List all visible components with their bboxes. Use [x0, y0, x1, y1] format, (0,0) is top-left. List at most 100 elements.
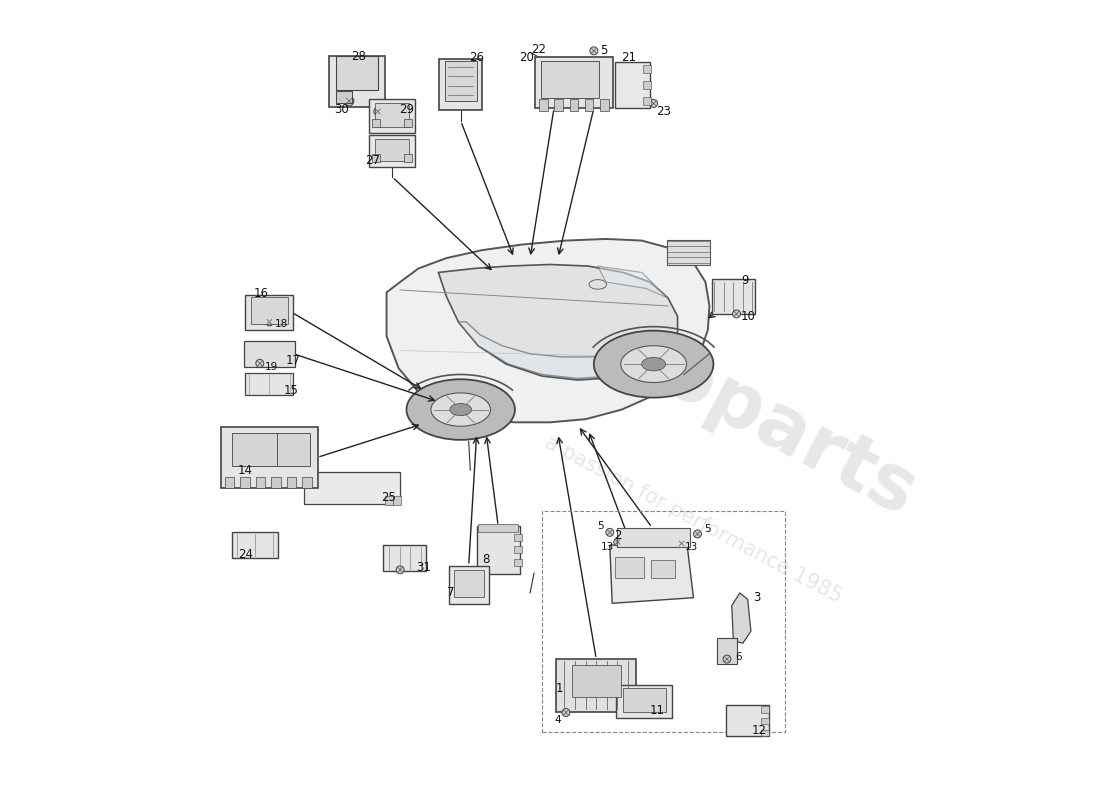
FancyBboxPatch shape	[305, 472, 400, 504]
Circle shape	[650, 99, 658, 107]
FancyBboxPatch shape	[557, 658, 636, 712]
Circle shape	[733, 310, 740, 318]
FancyBboxPatch shape	[761, 706, 769, 713]
Polygon shape	[732, 593, 751, 643]
FancyBboxPatch shape	[375, 102, 409, 126]
Text: 25: 25	[382, 490, 396, 504]
FancyBboxPatch shape	[644, 65, 651, 73]
Text: 22: 22	[531, 42, 547, 56]
FancyBboxPatch shape	[617, 527, 691, 546]
Text: 20: 20	[518, 50, 534, 64]
FancyBboxPatch shape	[668, 240, 711, 266]
Text: 19: 19	[264, 362, 277, 371]
FancyBboxPatch shape	[255, 478, 265, 489]
Ellipse shape	[431, 393, 491, 426]
FancyBboxPatch shape	[761, 730, 769, 737]
FancyBboxPatch shape	[585, 99, 593, 110]
FancyBboxPatch shape	[478, 523, 518, 531]
Text: 4: 4	[554, 715, 561, 726]
FancyBboxPatch shape	[712, 279, 755, 314]
FancyBboxPatch shape	[232, 532, 277, 558]
FancyBboxPatch shape	[372, 154, 381, 162]
FancyBboxPatch shape	[651, 560, 675, 578]
FancyBboxPatch shape	[240, 478, 250, 489]
FancyBboxPatch shape	[245, 373, 294, 395]
FancyBboxPatch shape	[616, 685, 672, 718]
FancyBboxPatch shape	[251, 297, 288, 324]
FancyBboxPatch shape	[245, 294, 294, 330]
Text: 7: 7	[447, 586, 454, 599]
Text: 27: 27	[365, 154, 381, 167]
Circle shape	[256, 359, 264, 367]
FancyBboxPatch shape	[644, 97, 651, 105]
Text: 16: 16	[254, 287, 268, 301]
FancyBboxPatch shape	[271, 478, 281, 489]
Text: 26: 26	[470, 50, 484, 64]
FancyBboxPatch shape	[572, 665, 621, 697]
Text: 14: 14	[238, 464, 253, 477]
FancyBboxPatch shape	[449, 566, 488, 604]
FancyBboxPatch shape	[716, 638, 737, 664]
FancyBboxPatch shape	[384, 545, 427, 570]
Polygon shape	[459, 322, 668, 378]
Text: 11: 11	[650, 705, 666, 718]
FancyBboxPatch shape	[644, 81, 651, 89]
Circle shape	[396, 566, 404, 574]
FancyBboxPatch shape	[514, 559, 522, 566]
FancyBboxPatch shape	[337, 90, 352, 103]
Text: 9: 9	[741, 274, 749, 287]
Circle shape	[590, 47, 597, 55]
Text: a passion for performance 1985: a passion for performance 1985	[541, 432, 846, 607]
FancyBboxPatch shape	[615, 62, 650, 108]
Text: 3: 3	[754, 591, 761, 604]
FancyBboxPatch shape	[370, 135, 415, 167]
FancyBboxPatch shape	[600, 99, 608, 110]
Circle shape	[723, 655, 732, 663]
Circle shape	[614, 538, 622, 546]
FancyBboxPatch shape	[224, 478, 234, 489]
Ellipse shape	[594, 330, 714, 398]
FancyBboxPatch shape	[761, 718, 769, 725]
Text: 24: 24	[238, 548, 253, 561]
Circle shape	[693, 530, 702, 538]
Polygon shape	[439, 265, 678, 380]
FancyBboxPatch shape	[244, 341, 295, 366]
Text: 5: 5	[597, 521, 604, 531]
FancyBboxPatch shape	[370, 99, 415, 133]
FancyBboxPatch shape	[372, 118, 381, 126]
Text: 18: 18	[275, 319, 288, 330]
FancyBboxPatch shape	[570, 99, 579, 110]
FancyBboxPatch shape	[623, 688, 666, 712]
Text: 5: 5	[704, 524, 711, 534]
FancyBboxPatch shape	[444, 61, 476, 101]
FancyBboxPatch shape	[615, 557, 645, 578]
FancyBboxPatch shape	[404, 154, 412, 162]
FancyBboxPatch shape	[394, 496, 400, 506]
Circle shape	[265, 318, 274, 326]
Polygon shape	[386, 239, 710, 422]
Text: 6: 6	[735, 652, 741, 662]
FancyBboxPatch shape	[375, 138, 409, 161]
FancyBboxPatch shape	[287, 478, 296, 489]
Circle shape	[344, 96, 354, 106]
Text: 17: 17	[286, 354, 300, 367]
Text: 31: 31	[417, 561, 431, 574]
Text: 15: 15	[284, 384, 298, 397]
Text: 1: 1	[556, 682, 563, 695]
FancyBboxPatch shape	[232, 433, 277, 466]
Text: 12: 12	[751, 724, 767, 738]
Text: europarts: europarts	[521, 268, 930, 532]
Text: 10: 10	[740, 310, 755, 322]
FancyBboxPatch shape	[726, 705, 769, 737]
FancyBboxPatch shape	[404, 118, 412, 126]
FancyBboxPatch shape	[337, 56, 377, 90]
FancyBboxPatch shape	[385, 496, 393, 506]
Polygon shape	[609, 545, 693, 603]
Text: 28: 28	[351, 50, 366, 63]
Ellipse shape	[407, 379, 515, 440]
FancyBboxPatch shape	[453, 570, 484, 597]
FancyBboxPatch shape	[329, 56, 385, 106]
Ellipse shape	[590, 280, 606, 289]
Ellipse shape	[620, 346, 686, 382]
Ellipse shape	[450, 403, 472, 416]
